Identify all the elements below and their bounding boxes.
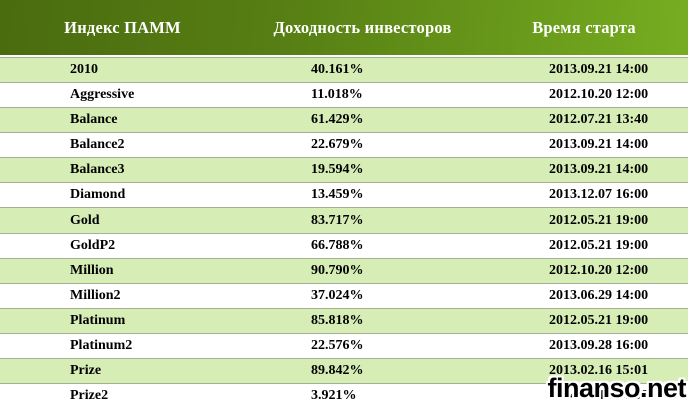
investor-return-value: 66.788% bbox=[311, 237, 364, 253]
start-time-value: 2012.05.21 19:00 bbox=[549, 312, 649, 328]
table-row: Balance3 19.594% 2013.09.21 14:00 bbox=[0, 157, 688, 184]
investor-return-value: 89.842% bbox=[311, 362, 364, 378]
start-time-value: 2013.09.21 14:00 bbox=[549, 162, 649, 178]
start-time-value: 2013.09.21 14:00 bbox=[549, 137, 649, 153]
investor-return-value: 22.679% bbox=[311, 137, 364, 153]
table-row: Platinum2 22.576% 2013.09.28 16:00 bbox=[0, 333, 688, 358]
start-time-value: 2012.10.20 12:00 bbox=[549, 262, 649, 278]
pamm-index-name: Diamond bbox=[70, 187, 126, 203]
pamm-index-name: GoldP2 bbox=[70, 237, 116, 253]
table-row: Balance2 22.679% 2013.09.21 14:00 bbox=[0, 133, 688, 158]
investor-return-value: 19.594% bbox=[311, 162, 364, 178]
column-header-investor-return: Доходность инвесторов bbox=[273, 17, 452, 37]
table-row: Platinum 85.818% 2012.05.21 19:00 bbox=[0, 307, 688, 334]
pamm-index-name: Balance bbox=[70, 112, 118, 128]
start-time-value: 2013.06.29 14:00 bbox=[549, 287, 649, 303]
table-header-row: Индекс ПАММ Доходность инвесторов Время … bbox=[0, 0, 688, 55]
pamm-index-name: Aggressive bbox=[70, 87, 135, 103]
investor-return-value: 83.717% bbox=[311, 212, 364, 228]
start-time-value: 2012.05.21 19:00 bbox=[549, 212, 649, 228]
pamm-index-name: 2010 bbox=[70, 62, 98, 78]
investor-return-value: 37.024% bbox=[311, 287, 364, 303]
investor-return-value: 3.921% bbox=[311, 388, 357, 404]
pamm-index-name: Platinum2 bbox=[70, 337, 133, 353]
start-time-value: 2013.09.21 14:00 bbox=[549, 62, 649, 78]
start-time-value: 2012.10.20 12:00 bbox=[549, 87, 649, 103]
start-time-value: 2013.12.07 16:00 bbox=[549, 187, 649, 203]
investor-return-value: 85.818% bbox=[311, 312, 364, 328]
table-row: 2010 40.161% 2013.09.21 14:00 bbox=[0, 57, 688, 84]
table-row: Million2 37.024% 2013.06.29 14:00 bbox=[0, 283, 688, 308]
table-row: Balance 61.429% 2012.07.21 13:40 bbox=[0, 107, 688, 134]
watermark-text: finanso.net bbox=[547, 373, 686, 403]
column-header-pamm-index: Индекс ПАММ bbox=[64, 17, 181, 37]
pamm-index-name: Platinum bbox=[70, 312, 126, 328]
column-header-start-time: Время старта bbox=[532, 17, 636, 37]
table-body: 2010 40.161% 2013.09.21 14:00 Aggressive… bbox=[0, 57, 688, 408]
table-row: Prize2 3.921% 2014.03.15 14:00 bbox=[0, 384, 688, 408]
start-time-value: 2012.07.21 13:40 bbox=[549, 112, 649, 128]
pamm-index-name: Balance2 bbox=[70, 137, 125, 153]
pamm-index-name: Prize bbox=[70, 362, 102, 378]
investor-return-value: 90.790% bbox=[311, 262, 364, 278]
investor-return-value: 11.018% bbox=[311, 87, 363, 103]
table-row: Million 90.790% 2012.10.20 12:00 bbox=[0, 257, 688, 284]
pamm-index-name: Balance3 bbox=[70, 162, 125, 178]
table-row: Aggressive 11.018% 2012.10.20 12:00 bbox=[0, 83, 688, 108]
investor-return-value: 13.459% bbox=[311, 187, 364, 203]
start-time-value: 2014.03.15 14:00 bbox=[549, 388, 649, 404]
table-row: Gold 83.717% 2012.05.21 19:00 bbox=[0, 207, 688, 234]
investor-return-value: 22.576% bbox=[311, 337, 364, 353]
investor-return-value: 61.429% bbox=[311, 112, 364, 128]
pamm-index-name: Million bbox=[70, 262, 114, 278]
table-row: GoldP2 66.788% 2012.05.21 19:00 bbox=[0, 233, 688, 258]
table-row: Diamond 13.459% 2013.12.07 16:00 bbox=[0, 183, 688, 208]
table-row: Prize 89.842% 2013.02.16 15:01 bbox=[0, 357, 688, 385]
investor-return-value: 40.161% bbox=[311, 62, 364, 78]
pamm-index-name: Prize2 bbox=[70, 388, 109, 404]
start-time-value: 2012.05.21 19:00 bbox=[549, 237, 649, 253]
start-time-value: 2013.09.28 16:00 bbox=[549, 337, 649, 353]
start-time-value: 2013.02.16 15:01 bbox=[549, 362, 649, 378]
pamm-index-name: Gold bbox=[70, 212, 100, 228]
pamm-index-name: Million2 bbox=[70, 287, 121, 303]
